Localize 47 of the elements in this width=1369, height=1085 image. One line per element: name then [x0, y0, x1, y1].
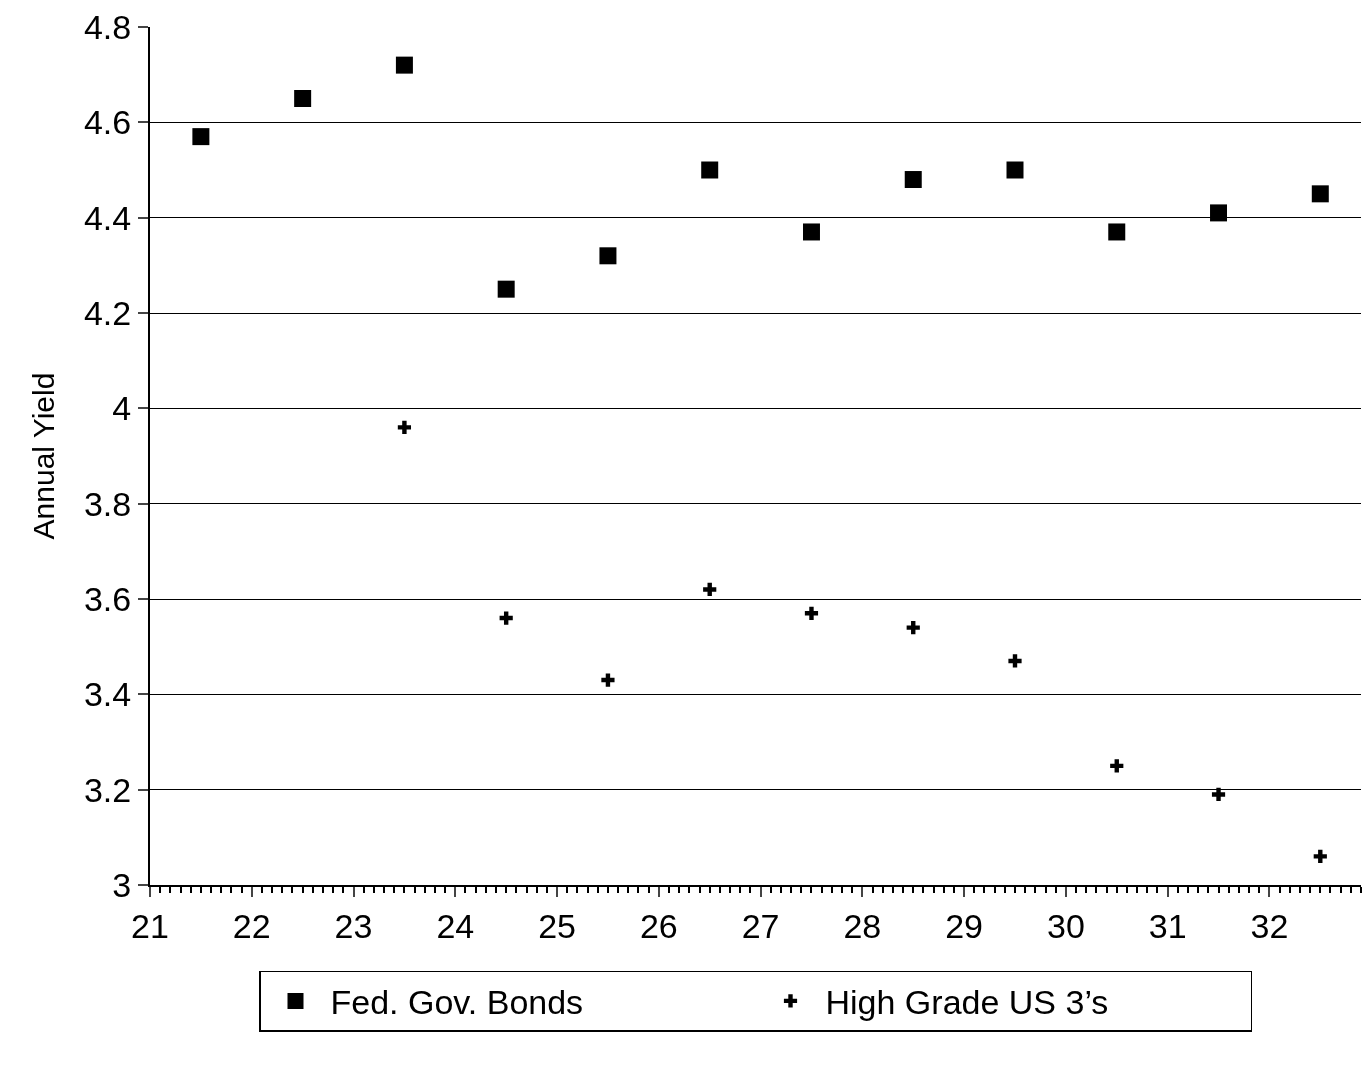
y-tick-label: 3.2 [83, 770, 132, 809]
legend-label: High Grade US 3’s [825, 983, 1109, 1022]
point [395, 56, 413, 74]
y-tick-label: 4 [112, 389, 132, 428]
point [1210, 204, 1228, 222]
point [192, 128, 210, 146]
point [904, 171, 922, 189]
point [497, 280, 515, 298]
legend-label: Fed. Gov. Bonds [330, 983, 584, 1022]
y-tick-label: 4.6 [83, 103, 132, 142]
y-axis-title: Annual Yield [27, 372, 61, 540]
point [1006, 161, 1024, 179]
point [397, 420, 412, 434]
x-tick-label: 29 [945, 906, 984, 945]
x-tick-label: 21 [131, 906, 169, 945]
x-tick-label: 22 [232, 906, 271, 945]
point [804, 606, 819, 620]
point [1108, 223, 1126, 241]
point [703, 582, 717, 597]
y-tick-label: 3.4 [83, 675, 132, 714]
x-tick-label: 31 [1148, 906, 1187, 945]
x-tick-label: 26 [639, 906, 678, 945]
point [1311, 185, 1329, 203]
y-tick-label: 3.8 [83, 484, 132, 523]
y-tick-label: 4.8 [83, 7, 132, 46]
x-tick-label: 32 [1250, 906, 1289, 945]
point [599, 247, 617, 265]
x-tick-label: 23 [334, 906, 373, 945]
x-tick-label: 28 [843, 906, 882, 945]
point [601, 673, 615, 687]
x-tick-label: 24 [436, 906, 475, 945]
point [802, 223, 820, 241]
point [906, 621, 920, 635]
x-tick-label: 30 [1046, 906, 1085, 945]
y-tick-label: 3 [112, 865, 132, 904]
point [1313, 849, 1327, 863]
point [499, 611, 513, 625]
point [701, 161, 719, 179]
x-tick-label: 27 [741, 906, 780, 945]
y-tick-label: 4.2 [83, 293, 132, 332]
point [1211, 787, 1226, 802]
x-tick-label: 25 [538, 906, 576, 945]
point [1110, 759, 1124, 773]
y-tick-label: 3.6 [83, 579, 132, 618]
point [294, 90, 312, 107]
point [1008, 654, 1022, 668]
y-tick-label: 4.4 [83, 198, 132, 237]
